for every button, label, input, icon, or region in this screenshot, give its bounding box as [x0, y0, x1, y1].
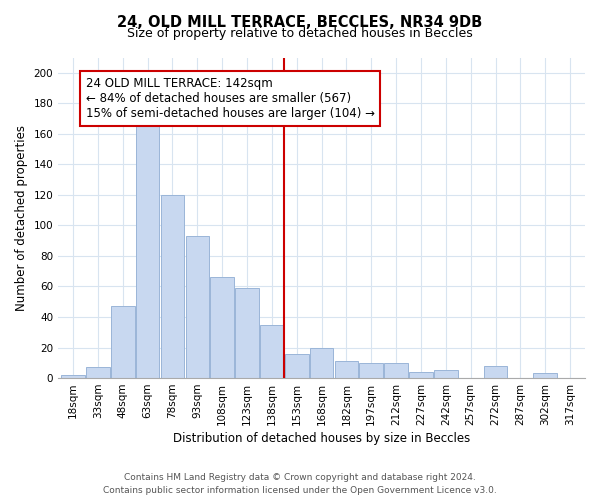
Bar — [434, 370, 458, 378]
Bar — [136, 123, 160, 378]
Bar — [111, 306, 134, 378]
Text: Size of property relative to detached houses in Beccles: Size of property relative to detached ho… — [127, 28, 473, 40]
X-axis label: Distribution of detached houses by size in Beccles: Distribution of detached houses by size … — [173, 432, 470, 445]
Bar — [484, 366, 508, 378]
Text: 24 OLD MILL TERRACE: 142sqm
← 84% of detached houses are smaller (567)
15% of se: 24 OLD MILL TERRACE: 142sqm ← 84% of det… — [86, 78, 374, 120]
Bar — [185, 236, 209, 378]
Text: 24, OLD MILL TERRACE, BECCLES, NR34 9DB: 24, OLD MILL TERRACE, BECCLES, NR34 9DB — [118, 15, 482, 30]
Bar — [409, 372, 433, 378]
Bar — [161, 195, 184, 378]
Bar — [310, 348, 334, 378]
Text: Contains HM Land Registry data © Crown copyright and database right 2024.
Contai: Contains HM Land Registry data © Crown c… — [103, 473, 497, 495]
Bar — [385, 363, 408, 378]
Bar — [61, 375, 85, 378]
Bar — [235, 288, 259, 378]
Bar — [86, 368, 110, 378]
Bar — [285, 354, 308, 378]
Bar — [359, 363, 383, 378]
Bar — [260, 324, 284, 378]
Y-axis label: Number of detached properties: Number of detached properties — [15, 125, 28, 311]
Bar — [211, 278, 234, 378]
Bar — [533, 374, 557, 378]
Bar — [335, 362, 358, 378]
